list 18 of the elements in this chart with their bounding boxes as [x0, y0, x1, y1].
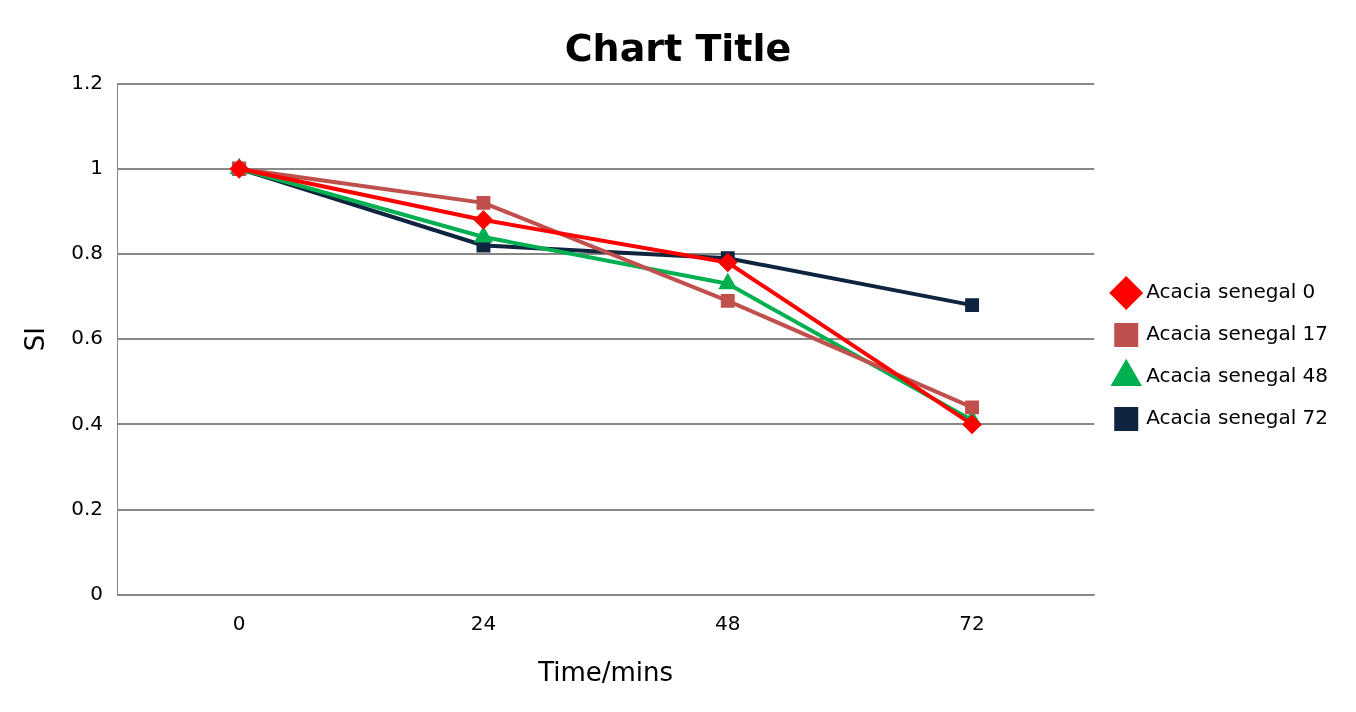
- y-tick-label: 0.4: [71, 410, 104, 435]
- x-axis-title: Time/mins: [537, 657, 674, 688]
- legend-label: Acacia senegal 72: [1146, 405, 1329, 430]
- x-tick-label: 48: [715, 611, 741, 635]
- chart-title: Chart Title: [564, 25, 792, 70]
- y-tick-label: 1.2: [71, 69, 104, 94]
- legend-label: Acacia senegal 0: [1146, 279, 1316, 304]
- y-tick-label: 0.6: [71, 325, 104, 350]
- y-tick-label: 1: [90, 155, 104, 179]
- y-tick-label: 0: [90, 581, 104, 605]
- legend-label: Acacia senegal 17: [1146, 321, 1329, 346]
- x-tick-label: 24: [470, 611, 497, 635]
- x-tick-label: 0: [232, 611, 246, 635]
- y-axis-title: SI: [20, 327, 51, 352]
- legend-label: Acacia senegal 48: [1146, 363, 1329, 388]
- y-tick-label: 0.8: [71, 240, 104, 265]
- y-tick-label: 0.2: [71, 495, 104, 520]
- x-tick-label: 72: [959, 611, 985, 635]
